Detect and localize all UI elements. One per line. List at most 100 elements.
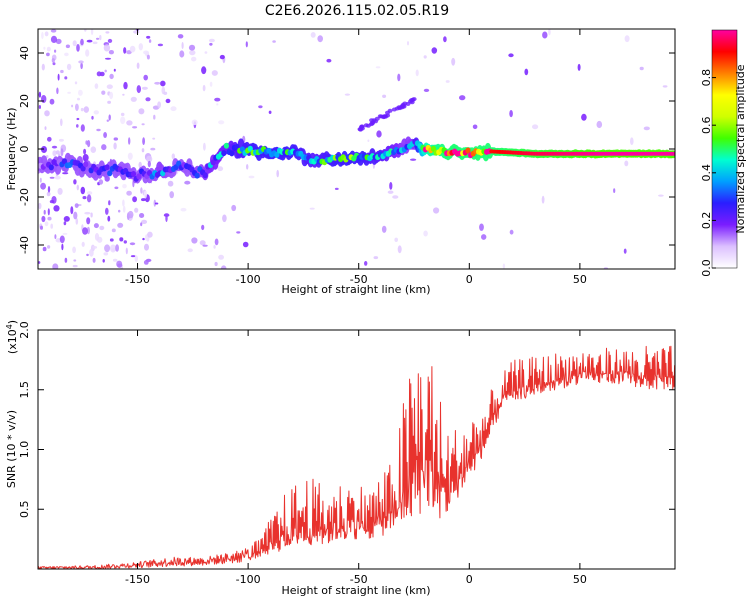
noise-speck: [41, 31, 44, 40]
noise-speck: [147, 231, 153, 238]
noise-speck: [113, 137, 119, 141]
noise-speck: [132, 126, 138, 129]
noise-speck: [423, 55, 427, 59]
noise-speck: [75, 218, 79, 225]
noise-speck: [109, 91, 114, 100]
figure-title: C2E6.2026.115.02.05.R19: [265, 3, 449, 19]
noise-speck: [52, 263, 59, 269]
noise-speck: [113, 68, 116, 72]
noise-speck: [154, 81, 161, 85]
spectrogram-plot-area: [38, 29, 675, 269]
noise-speck: [47, 136, 52, 142]
noise-speck: [52, 62, 56, 66]
noise-speck: [64, 52, 69, 57]
noise-speck: [99, 35, 102, 41]
noise-speck: [49, 200, 55, 204]
y-tick-label: 2.0: [18, 321, 31, 339]
faint-trace: [370, 120, 376, 125]
noise-speck: [90, 29, 94, 36]
noise-speck: [86, 194, 92, 203]
noise-speck: [146, 155, 153, 163]
noise-speck: [153, 114, 156, 120]
noise-speck: [459, 95, 466, 101]
noise-speck: [214, 97, 221, 102]
spectrogram-x-label: Height of straight line (km): [281, 283, 430, 296]
noise-speck: [127, 210, 134, 219]
noise-speck: [46, 191, 51, 197]
noise-speck: [630, 137, 634, 145]
noise-speck: [143, 74, 148, 81]
noise-speck: [148, 39, 152, 43]
noise-speck: [382, 94, 387, 99]
noise-speck: [375, 66, 381, 69]
noise-speck: [72, 246, 76, 254]
noise-speck: [40, 225, 43, 230]
noise-speck: [112, 258, 118, 262]
colorbar-tick-label: 0.8: [700, 69, 713, 87]
noise-speck: [231, 204, 237, 212]
noise-speck: [65, 44, 70, 49]
ridge-core: [104, 164, 110, 171]
x-tick-label: 0: [466, 273, 473, 286]
noise-speck: [120, 112, 125, 117]
noise-speck: [71, 104, 74, 108]
noise-speck: [179, 50, 185, 58]
noise-speck: [76, 184, 80, 191]
noise-speck: [93, 110, 100, 115]
noise-speck: [47, 245, 51, 249]
noise-speck: [44, 221, 49, 227]
noise-speck: [94, 83, 99, 89]
noise-speck: [624, 35, 630, 43]
colorbar-label: Normalized spectral amplitude: [734, 64, 747, 233]
y-tick-label: -40: [18, 236, 31, 254]
noise-speck: [78, 89, 83, 96]
noise-speck: [80, 62, 83, 70]
x-tick-label: 0: [466, 573, 473, 586]
ridge-core: [223, 142, 229, 149]
noise-speck: [38, 202, 42, 210]
noise-speck: [120, 266, 124, 269]
noise-speck: [47, 208, 50, 216]
noise-speck: [50, 223, 53, 229]
noise-speck: [54, 234, 57, 240]
noise-speck: [433, 207, 440, 214]
noise-speck: [201, 66, 207, 75]
noise-speck: [204, 51, 208, 54]
noise-speck: [81, 241, 85, 247]
noise-speck: [208, 38, 215, 43]
noise-speck: [218, 120, 225, 125]
noise-speck: [191, 119, 198, 126]
ridge-core: [274, 151, 280, 158]
ridge-core: [80, 165, 86, 172]
noise-speck: [577, 63, 581, 71]
noise-speck: [122, 93, 125, 96]
noise-speck: [120, 116, 126, 125]
x-tick-label: 50: [573, 273, 587, 286]
noise-speck: [623, 248, 627, 254]
noise-speck: [126, 120, 133, 126]
noise-speck: [141, 219, 148, 224]
noise-speck: [67, 91, 71, 94]
noise-speck: [136, 62, 140, 69]
ridge-core: [229, 150, 235, 157]
noise-speck: [479, 223, 484, 231]
ridge-core: [465, 147, 471, 154]
noise-speck: [127, 152, 133, 160]
noise-speck: [56, 87, 59, 95]
x-tick-label: -100: [236, 573, 261, 586]
faint-trace: [397, 106, 403, 111]
noise-speck: [199, 240, 206, 246]
noise-speck: [397, 245, 402, 254]
noise-speck: [123, 81, 128, 90]
noise-speck: [153, 199, 156, 207]
noise-speck: [147, 160, 151, 168]
noise-speck: [63, 216, 70, 222]
noise-speck: [102, 259, 105, 263]
noise-speck: [142, 137, 146, 146]
x-tick-label: -50: [350, 273, 368, 286]
noise-speck: [80, 186, 86, 195]
noise-speck: [138, 161, 142, 169]
noise-speck: [509, 110, 513, 118]
noise-speck: [423, 230, 428, 237]
noise-speck: [431, 47, 438, 54]
